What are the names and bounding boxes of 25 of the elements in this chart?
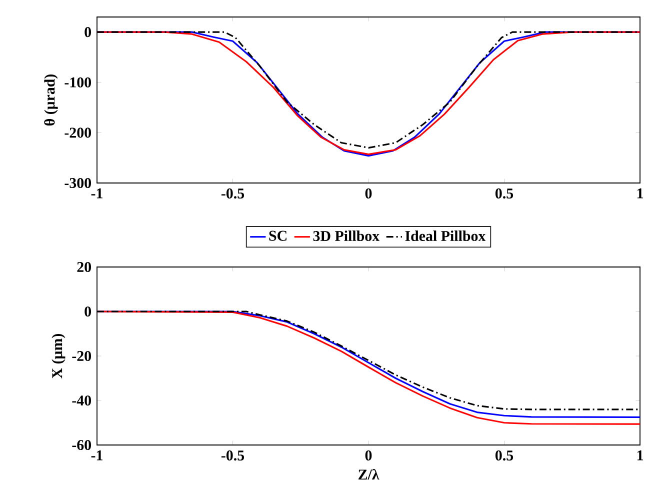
x-axis-title: Z/λ xyxy=(358,469,380,480)
legend-label: 3D Pillbox xyxy=(313,230,380,242)
y-tick-label: -20 xyxy=(72,350,92,362)
x-tick-label: -1 xyxy=(91,188,102,198)
y-axis-title: θ (μrad) xyxy=(44,74,58,126)
y-tick-label: -100 xyxy=(64,77,92,88)
x-tick-label: 1 xyxy=(637,450,643,460)
x-tick-label: -0.5 xyxy=(221,450,244,461)
legend-label: SC xyxy=(269,230,286,241)
y-tick-label: 0 xyxy=(84,27,92,38)
x-tick-label: -0.5 xyxy=(221,188,244,199)
y-tick-label: -60 xyxy=(72,440,92,450)
y-tick-label: -200 xyxy=(64,128,92,138)
x-tick-label: 1 xyxy=(637,188,643,198)
x-tick-label: 0 xyxy=(365,188,372,199)
y-tick-label: -40 xyxy=(72,395,92,406)
x-tick-label: 0.5 xyxy=(495,188,514,199)
y-tick-label: -300 xyxy=(64,178,92,188)
x-tick-label: -1 xyxy=(91,450,102,460)
x-tick-label: 0 xyxy=(365,450,372,461)
x-tick-label: 0.5 xyxy=(495,450,514,461)
y-axis-title: X (μm) xyxy=(52,334,66,378)
legend-label: Ideal Pillbox xyxy=(405,230,486,242)
y-tick-label: 0 xyxy=(84,306,92,317)
y-tick-label: 20 xyxy=(77,262,92,272)
